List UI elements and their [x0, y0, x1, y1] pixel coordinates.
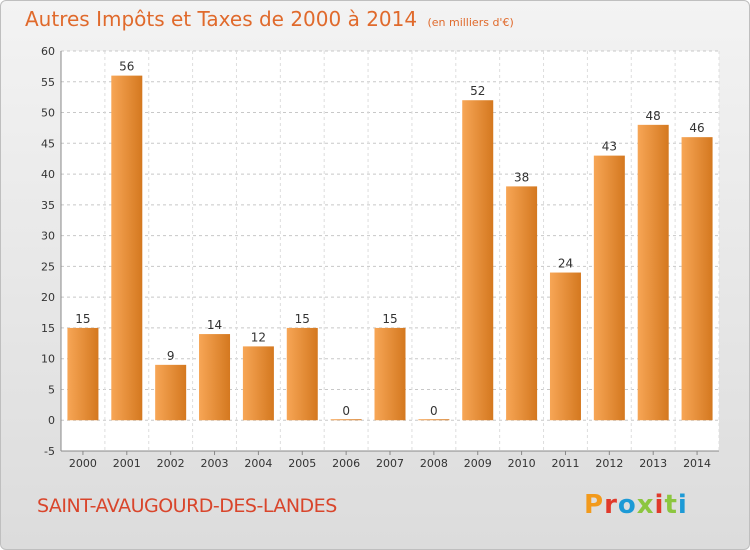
x-tick-label: 2002: [157, 457, 185, 470]
x-tick-label: 2011: [551, 457, 579, 470]
y-tick-label: 25: [41, 260, 55, 273]
bar: [506, 186, 538, 421]
y-tick-label: 50: [41, 107, 55, 120]
chart-unit: (en milliers d'€): [427, 16, 514, 29]
chart-title: Autres Impôts et Taxes de 2000 à 2014 (e…: [25, 7, 514, 31]
bar: [637, 124, 669, 421]
y-tick-label: 0: [48, 414, 55, 427]
bar: [681, 137, 713, 421]
x-tick-label: 2000: [69, 457, 97, 470]
city-name: SAINT-AVAUGOURD-DES-LANDES: [37, 495, 337, 517]
data-label: 52: [470, 84, 485, 98]
x-tick-label: 2001: [113, 457, 141, 470]
logo-letter: i: [654, 490, 665, 520]
logo-letter: t: [664, 490, 678, 520]
x-tick-label: 2009: [464, 457, 492, 470]
x-tick-label: 2014: [683, 457, 711, 470]
y-tick-label: 20: [41, 291, 55, 304]
data-label: 0: [430, 404, 438, 418]
proxiti-logo: Proxiti: [584, 490, 688, 520]
data-label: 12: [251, 330, 266, 344]
y-tick-label: 10: [41, 353, 55, 366]
bar: [374, 327, 406, 421]
data-label: 46: [689, 121, 704, 135]
bar: [593, 155, 625, 421]
data-label: 24: [558, 257, 573, 271]
y-tick-label: 15: [41, 322, 55, 335]
logo-letter: r: [604, 490, 618, 520]
data-label: 56: [119, 60, 134, 74]
y-tick-label: 60: [41, 45, 55, 58]
x-tick-label: 2007: [376, 457, 404, 470]
data-label: 15: [75, 312, 90, 326]
bar: [286, 327, 318, 421]
data-label: 0: [342, 404, 350, 418]
bar: [418, 419, 450, 421]
x-tick-label: 2005: [288, 457, 316, 470]
x-tick-label: 2003: [201, 457, 229, 470]
data-label: 43: [602, 140, 617, 154]
x-tick-label: 2012: [595, 457, 623, 470]
logo-letter: i: [677, 490, 688, 520]
y-tick-label: 30: [41, 230, 55, 243]
data-label: 48: [646, 109, 661, 123]
y-tick-label: 35: [41, 199, 55, 212]
bar: [111, 75, 143, 421]
y-tick-label: 45: [41, 137, 55, 150]
data-label: 38: [514, 170, 529, 184]
bar: [242, 346, 274, 421]
chart-title-text: Autres Impôts et Taxes de 2000 à 2014: [25, 7, 418, 31]
logo-letter: x: [636, 490, 655, 520]
x-tick-label: 2008: [420, 457, 448, 470]
logo-letter: o: [617, 490, 637, 520]
logo-letter: P: [584, 490, 605, 520]
bar: [549, 272, 581, 421]
bar: [67, 327, 99, 421]
y-tick-label: 55: [41, 76, 55, 89]
data-label: 15: [295, 312, 310, 326]
y-tick-label: -5: [44, 445, 55, 458]
y-tick-label: 40: [41, 168, 55, 181]
bar: [155, 364, 187, 421]
bar: [199, 334, 231, 421]
x-tick-label: 2004: [244, 457, 272, 470]
bar: [330, 419, 362, 421]
data-label: 14: [207, 318, 222, 332]
x-tick-label: 2006: [332, 457, 360, 470]
data-label: 15: [382, 312, 397, 326]
x-tick-label: 2013: [639, 457, 667, 470]
x-tick-label: 2010: [508, 457, 536, 470]
data-label: 9: [167, 349, 175, 363]
bar: [462, 100, 494, 421]
y-tick-label: 5: [48, 383, 55, 396]
